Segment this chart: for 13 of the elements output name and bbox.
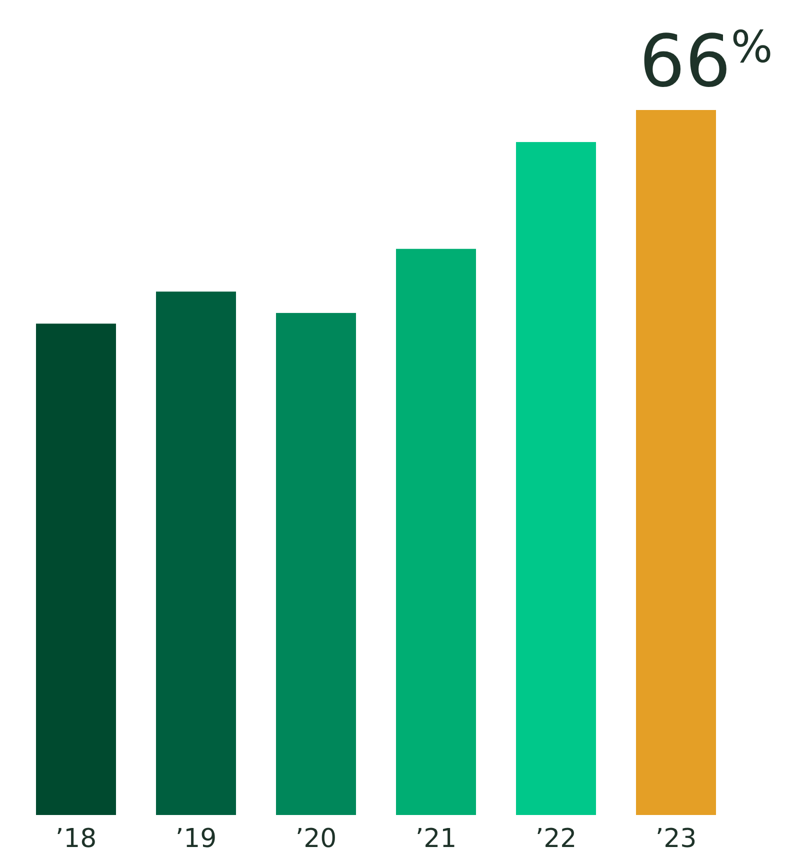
bar bbox=[516, 142, 596, 815]
x-tick-label: ’18 bbox=[55, 824, 97, 853]
bar bbox=[36, 324, 116, 815]
bar bbox=[276, 312, 356, 815]
bar bbox=[636, 110, 716, 815]
x-tick-label: ’21 bbox=[415, 824, 457, 853]
bar bbox=[156, 292, 236, 815]
x-tick-label: ’20 bbox=[295, 824, 337, 853]
x-tick-label: ’23 bbox=[655, 824, 697, 853]
x-tick-label: ’22 bbox=[535, 824, 577, 853]
x-tick-label: ’19 bbox=[175, 824, 217, 853]
data-label: 66$^{%}$ bbox=[639, 19, 773, 103]
bar bbox=[396, 248, 476, 815]
